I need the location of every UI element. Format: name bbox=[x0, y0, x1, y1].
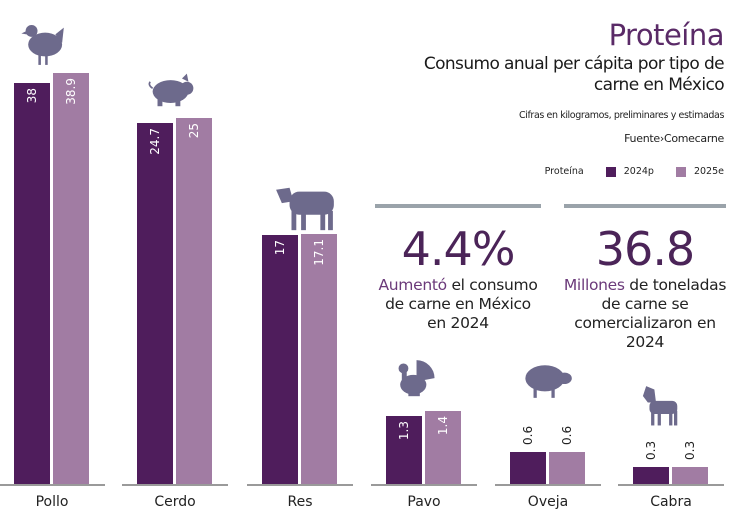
value-label: 0.3 bbox=[683, 440, 697, 460]
legend-title: Proteína bbox=[544, 166, 584, 177]
legend: Proteína 2024p 2025e bbox=[545, 166, 724, 177]
baseline bbox=[618, 484, 724, 486]
value-label: 24.7 bbox=[148, 128, 162, 155]
value-label: 38 bbox=[25, 88, 39, 104]
value-label: 25 bbox=[187, 123, 201, 139]
value-label: 17 bbox=[273, 240, 287, 256]
bar-pollo-2024p bbox=[14, 83, 50, 484]
value-label: 0.6 bbox=[560, 425, 574, 445]
value-label: 38.9 bbox=[64, 78, 78, 105]
baseline bbox=[247, 484, 353, 486]
stat-volume-text: Millones de toneladas de carne se comerc… bbox=[560, 276, 730, 352]
bar-cerdo-2025e bbox=[176, 118, 212, 484]
stat-growth-value: 4.4% bbox=[401, 222, 516, 276]
chicken-icon bbox=[21, 25, 64, 65]
goat-icon bbox=[642, 386, 678, 426]
stat-highlight: Aumentó bbox=[378, 276, 447, 294]
value-label: 0.6 bbox=[521, 425, 535, 445]
stat-volume-value: 36.8 bbox=[595, 222, 695, 276]
legend-label-2025e: 2025e bbox=[693, 166, 724, 177]
cow-icon bbox=[276, 187, 334, 231]
baseline bbox=[371, 484, 477, 486]
bar-cerdo-2024p bbox=[137, 123, 173, 484]
category-label: Pavo bbox=[407, 494, 441, 510]
stat-desc: de toneladas de carne se comercializaron… bbox=[574, 276, 727, 351]
category-label: Cabra bbox=[650, 494, 692, 510]
units-note: Cifras en kilogramos, preliminares y est… bbox=[519, 110, 724, 121]
bar-cabra-2025e bbox=[672, 467, 708, 484]
stat-desc: el consumo de carne en México en 2024 bbox=[385, 276, 538, 332]
bar-res-2025e bbox=[301, 234, 337, 484]
legend-label-2024p: 2024p bbox=[623, 166, 654, 177]
divider bbox=[375, 204, 541, 208]
divider bbox=[564, 204, 726, 208]
stat-growth-text: Aumentó el consumo de carne en México en… bbox=[378, 276, 538, 333]
bar-oveja-2025e bbox=[549, 452, 585, 484]
source: Fuente›Comecarne bbox=[624, 132, 724, 145]
bar-oveja-2024p bbox=[510, 452, 546, 484]
value-label: 1.3 bbox=[397, 421, 411, 441]
baseline bbox=[122, 484, 228, 486]
category-label: Pollo bbox=[35, 494, 69, 510]
title: Proteína bbox=[608, 18, 725, 52]
bar-cabra-2024p bbox=[633, 467, 669, 484]
bar-pollo-2025e bbox=[53, 73, 89, 484]
legend-swatch-2024p bbox=[605, 166, 616, 177]
bar-pavo-2024p bbox=[386, 416, 422, 484]
bar-pavo-2025e bbox=[425, 411, 461, 484]
turkey-icon bbox=[398, 360, 435, 397]
value-label: 17.1 bbox=[312, 239, 326, 266]
bar-res-2024p bbox=[262, 235, 298, 484]
category-label: Cerdo bbox=[154, 494, 196, 510]
subtitle: Consumo anual per cápita por tipo de car… bbox=[423, 54, 725, 95]
category-label: Oveja bbox=[527, 494, 569, 510]
sheep-icon bbox=[525, 365, 572, 398]
baseline bbox=[0, 484, 105, 486]
baseline bbox=[495, 484, 601, 486]
pig-icon bbox=[148, 73, 194, 107]
value-label: 1.4 bbox=[436, 416, 450, 436]
legend-swatch-2025e bbox=[675, 166, 686, 177]
value-label: 0.3 bbox=[644, 440, 658, 460]
stat-highlight: Millones bbox=[563, 276, 625, 294]
category-label: Res bbox=[287, 494, 313, 510]
